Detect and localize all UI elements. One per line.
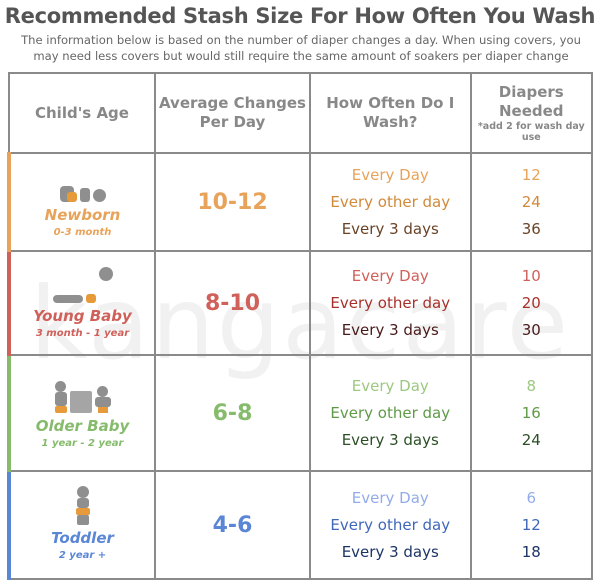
age-name: Newborn xyxy=(44,206,121,224)
wash-frequency: Every 3 days xyxy=(341,430,439,449)
header-wash: How Often Do I Wash? xyxy=(309,72,472,154)
stash-table: Child's Age Average Changes Per Day How … xyxy=(7,72,594,580)
wash-frequency: Every Day xyxy=(351,266,429,285)
avg-changes: 6-8 xyxy=(154,354,311,472)
needed-cell: 6 12 18 xyxy=(469,470,594,580)
wash-frequency: Every Day xyxy=(351,376,429,395)
header-row: Child's Age Average Changes Per Day How … xyxy=(8,72,594,154)
diapers-needed: 8 xyxy=(526,376,537,395)
wash-cell: Every Day Every other day Every 3 days xyxy=(309,470,472,580)
diapers-needed: 30 xyxy=(521,320,541,339)
table-row: Older Baby 1 year - 2 year 6-8 Every Day… xyxy=(7,354,594,472)
header-need-note: *add 2 for wash day use xyxy=(477,121,585,143)
age-name: Older Baby xyxy=(35,417,130,435)
subtitle: The information below is based on the nu… xyxy=(21,33,581,63)
diapers-needed: 24 xyxy=(521,192,541,211)
diapers-needed: 36 xyxy=(521,219,541,238)
diapers-needed: 12 xyxy=(521,165,541,184)
age-name: Young Baby xyxy=(33,307,132,325)
age-cell: Older Baby 1 year - 2 year xyxy=(7,354,156,472)
wash-frequency: Every other day xyxy=(330,293,451,312)
wash-cell: Every Day Every other day Every 3 days xyxy=(309,152,472,252)
wash-frequency: Every other day xyxy=(330,403,451,422)
crawling-baby-icon xyxy=(11,267,154,303)
diapers-needed: 12 xyxy=(521,515,541,534)
age-range: 2 year + xyxy=(58,550,107,561)
age-range: 1 year - 2 year xyxy=(41,438,124,449)
table-row: Toddler 2 year + 4-6 Every Day Every othe… xyxy=(7,470,594,580)
age-range: 3 month - 1 year xyxy=(35,328,130,339)
table-row: Newborn 0-3 month 10-12 Every Day Every o… xyxy=(7,152,594,252)
wash-frequency: Every Day xyxy=(351,488,429,507)
age-range: 0-3 month xyxy=(53,227,112,238)
page-title: Recommended Stash Size For How Often You… xyxy=(4,4,596,28)
avg-changes: 4-6 xyxy=(154,470,311,580)
wash-frequency: Every other day xyxy=(330,515,451,534)
wash-frequency: Every 3 days xyxy=(341,542,439,561)
header-need-label: Diapers Needed xyxy=(498,83,564,120)
diapers-needed: 18 xyxy=(521,542,541,561)
header-age: Child's Age xyxy=(8,72,156,154)
diapers-needed: 24 xyxy=(521,430,541,449)
avg-changes: 10-12 xyxy=(154,152,311,252)
header-avg: Average Changes Per Day xyxy=(154,72,311,154)
diapers-needed: 6 xyxy=(526,488,537,507)
diapers-needed: 16 xyxy=(521,403,541,422)
age-cell: Newborn 0-3 month xyxy=(7,152,156,252)
older-baby-icon xyxy=(11,377,154,413)
wash-frequency: Every Day xyxy=(351,165,429,184)
wash-frequency: Every 3 days xyxy=(341,320,439,339)
diapers-needed: 10 xyxy=(521,266,541,285)
wash-frequency: Every 3 days xyxy=(341,219,439,238)
avg-changes: 8-10 xyxy=(154,250,311,356)
header-need: Diapers Needed *add 2 for wash day use xyxy=(469,72,594,154)
age-name: Toddler xyxy=(51,529,114,547)
age-cell: Toddler 2 year + xyxy=(7,470,156,580)
needed-cell: 12 24 36 xyxy=(469,152,594,252)
needed-cell: 8 16 24 xyxy=(469,354,594,472)
toddler-icon xyxy=(11,486,154,525)
wash-cell: Every Day Every other day Every 3 days xyxy=(309,354,472,472)
table-row: Young Baby 3 month - 1 year 8-10 Every D… xyxy=(7,250,594,356)
wash-cell: Every Day Every other day Every 3 days xyxy=(309,250,472,356)
wash-frequency: Every other day xyxy=(330,192,451,211)
diapers-needed: 20 xyxy=(521,293,541,312)
newborn-icon xyxy=(11,166,154,202)
needed-cell: 10 20 30 xyxy=(469,250,594,356)
age-cell: Young Baby 3 month - 1 year xyxy=(7,250,156,356)
